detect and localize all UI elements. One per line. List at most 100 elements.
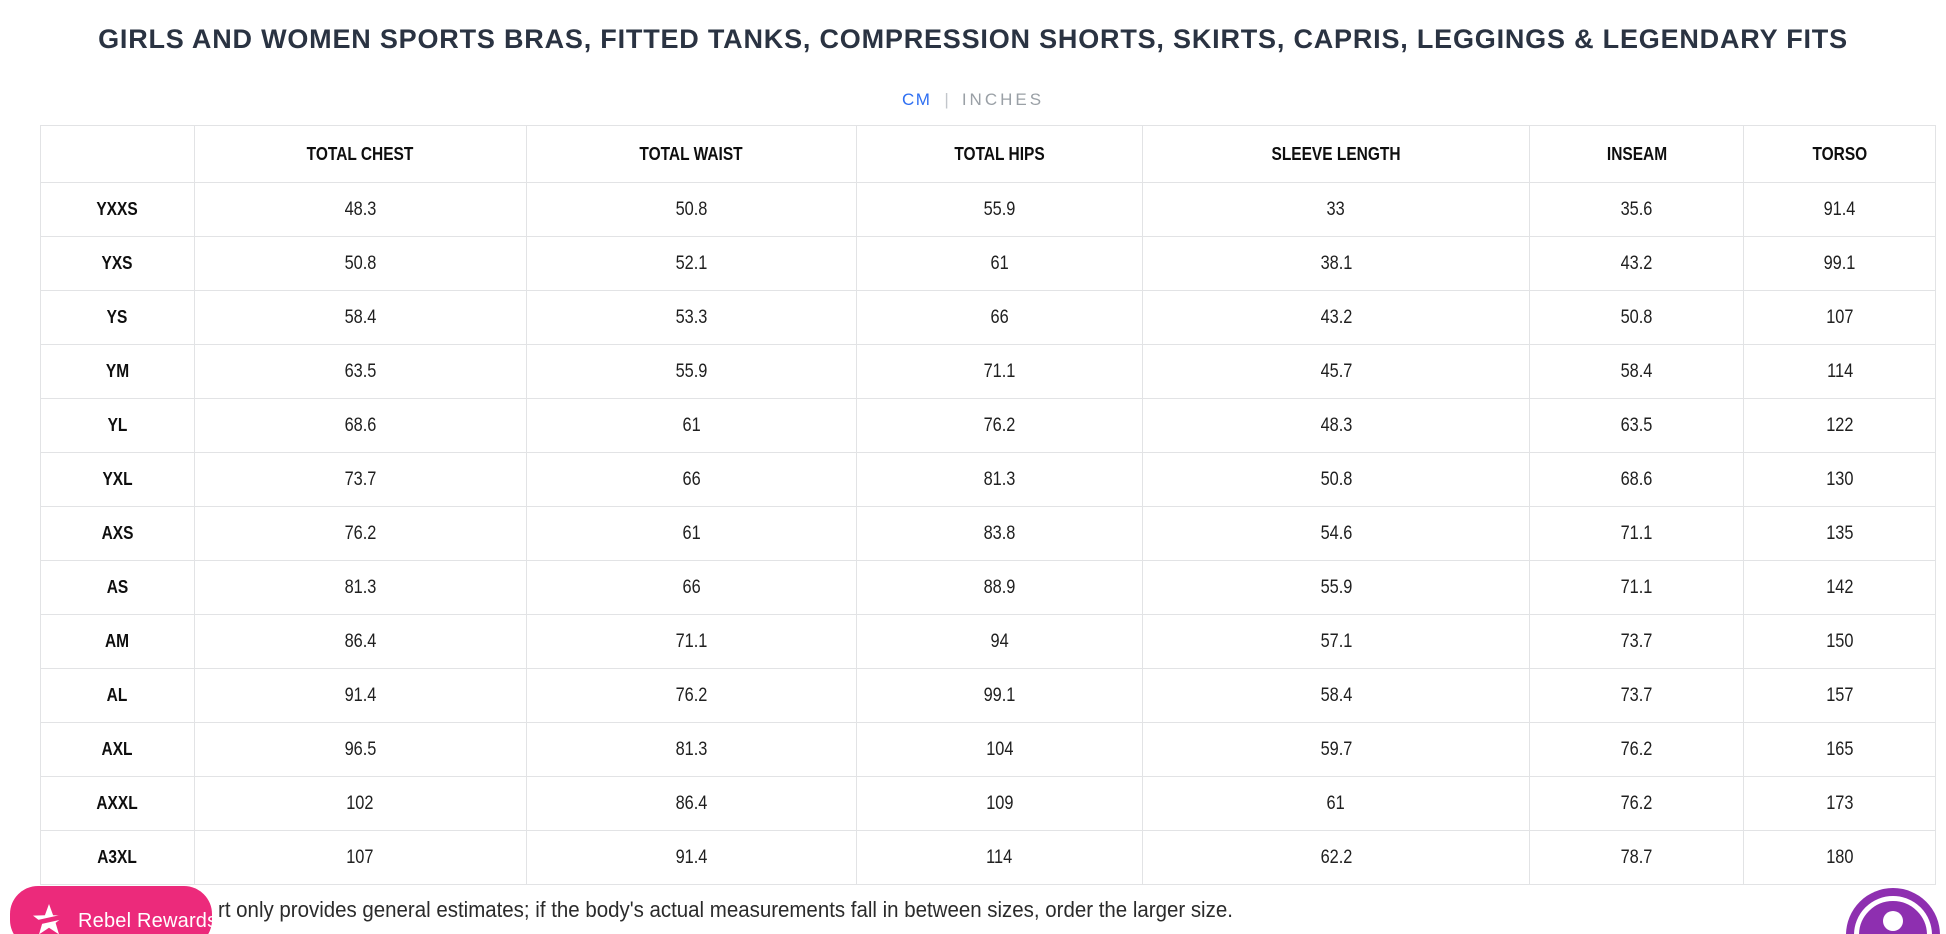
measurement-cell: 61 xyxy=(1142,776,1531,831)
page-title: GIRLS AND WOMEN SPORTS BRAS, FITTED TANK… xyxy=(98,24,1848,54)
measurement-cell: 165 xyxy=(1743,722,1936,777)
measurement-cell: 157 xyxy=(1743,668,1936,723)
table-row-ym: YM 63.5 55.9 71.1 45.7 58.4 114 xyxy=(40,344,1936,399)
measurement-cell: 55.9 xyxy=(525,344,857,399)
unit-toggle: CM | INCHES xyxy=(0,90,1946,110)
measurement-cell: 83.8 xyxy=(855,506,1144,561)
measurement-cell: 50.8 xyxy=(1142,452,1531,507)
measurement-cell: 52.1 xyxy=(525,236,857,291)
measurement-cell: 62.2 xyxy=(1142,830,1531,885)
measurement-cell: 102 xyxy=(193,776,527,831)
measurement-cell: 78.7 xyxy=(1529,830,1745,885)
measurement-cell: 45.7 xyxy=(1142,344,1531,399)
measurement-cell: 173 xyxy=(1743,776,1936,831)
size-label: YM xyxy=(40,344,195,399)
measurement-cell: 76.2 xyxy=(525,668,857,723)
size-chart-disclaimer: rt only provides general estimates; if t… xyxy=(218,897,1233,922)
table-row-axl: AXL 96.5 81.3 104 59.7 76.2 165 xyxy=(40,722,1936,777)
measurement-cell: 81.3 xyxy=(525,722,857,777)
measurement-cell: 81.3 xyxy=(855,452,1144,507)
accessibility-widget-button[interactable] xyxy=(1846,888,1940,934)
measurement-cell: 50.8 xyxy=(525,182,857,237)
measurement-cell: 114 xyxy=(1743,344,1936,399)
measurement-cell: 142 xyxy=(1743,560,1936,615)
measurement-cell: 99.1 xyxy=(1743,236,1936,291)
measurement-cell: 59.7 xyxy=(1142,722,1531,777)
unit-toggle-cm[interactable]: CM xyxy=(901,90,932,109)
table-row-yxxs: YXXS 48.3 50.8 55.9 33 35.6 91.4 xyxy=(40,182,1936,237)
measurement-cell: 33 xyxy=(1142,182,1531,237)
size-label: YXL xyxy=(40,452,195,507)
size-label: AS xyxy=(40,560,195,615)
measurement-cell: 86.4 xyxy=(525,776,857,831)
size-table-body: YXXS 48.3 50.8 55.9 33 35.6 91.4 YXS 50.8 52.1 61 3… xyxy=(40,182,1936,885)
measurement-cell: 76.2 xyxy=(855,398,1144,453)
measurement-cell: 81.3 xyxy=(193,560,527,615)
measurement-cell: 50.8 xyxy=(1529,290,1745,345)
measurement-cell: 54.6 xyxy=(1142,506,1531,561)
star-icon xyxy=(33,904,66,934)
measurement-cell: 63.5 xyxy=(1529,398,1745,453)
measurement-cell: 76.2 xyxy=(1529,776,1745,831)
measurement-cell: 88.9 xyxy=(855,560,1144,615)
measurement-cell: 109 xyxy=(855,776,1144,831)
measurement-cell: 53.3 xyxy=(525,290,857,345)
measurement-cell: 66 xyxy=(525,452,857,507)
column-header: INSEAM xyxy=(1529,125,1745,183)
column-header: TOTAL WAIST xyxy=(525,125,857,183)
size-chart-table: TOTAL CHEST TOTAL WAIST TOTAL HIPS SLEEVE L… xyxy=(40,125,1936,885)
rebel-rewards-button[interactable]: Rebel Rewards xyxy=(10,886,217,934)
size-label: YL xyxy=(40,398,195,453)
measurement-cell: 91.4 xyxy=(193,668,527,723)
measurement-cell: 68.6 xyxy=(1529,452,1745,507)
measurement-cell: 76.2 xyxy=(1529,722,1745,777)
measurement-cell: 61 xyxy=(855,236,1144,291)
measurement-cell: 122 xyxy=(1743,398,1936,453)
measurement-cell: 91.4 xyxy=(1743,182,1936,237)
measurement-cell: 48.3 xyxy=(1142,398,1531,453)
measurement-cell: 61 xyxy=(525,398,857,453)
table-row-yxl: YXL 73.7 66 81.3 50.8 68.6 130 xyxy=(40,452,1936,507)
size-label: AXS xyxy=(40,506,195,561)
measurement-cell: 58.4 xyxy=(1529,344,1745,399)
measurement-cell: 50.8 xyxy=(193,236,527,291)
column-header: SLEEVE LENGTH xyxy=(1142,125,1531,183)
size-label: A3XL xyxy=(40,830,195,885)
measurement-cell: 66 xyxy=(525,560,857,615)
table-row-as: AS 81.3 66 88.9 55.9 71.1 142 xyxy=(40,560,1936,615)
table-row-am: AM 86.4 71.1 94 57.1 73.7 150 xyxy=(40,614,1936,669)
column-header: TOTAL CHEST xyxy=(193,125,527,183)
measurement-cell: 71.1 xyxy=(525,614,857,669)
measurement-cell: 68.6 xyxy=(193,398,527,453)
size-label: AXL xyxy=(40,722,195,777)
measurement-cell: 94 xyxy=(855,614,1144,669)
measurement-cell: 135 xyxy=(1743,506,1936,561)
measurement-cell: 104 xyxy=(855,722,1144,777)
size-table-header: TOTAL CHEST TOTAL WAIST TOTAL HIPS SLEEVE L… xyxy=(40,125,1936,183)
measurement-cell: 38.1 xyxy=(1142,236,1531,291)
table-row-axs: AXS 76.2 61 83.8 54.6 71.1 135 xyxy=(40,506,1936,561)
size-label: AM xyxy=(40,614,195,669)
measurement-cell: 180 xyxy=(1743,830,1936,885)
measurement-cell: 107 xyxy=(193,830,527,885)
measurement-cell: 86.4 xyxy=(193,614,527,669)
table-row-al: AL 91.4 76.2 99.1 58.4 73.7 157 xyxy=(40,668,1936,723)
table-row-yl: YL 68.6 61 76.2 48.3 63.5 122 xyxy=(40,398,1936,453)
measurement-cell: 99.1 xyxy=(855,668,1144,723)
table-row-ys: YS 58.4 53.3 66 43.2 50.8 107 xyxy=(40,290,1936,345)
measurement-cell: 73.7 xyxy=(193,452,527,507)
unit-toggle-inches[interactable]: INCHES xyxy=(961,90,1045,109)
measurement-cell: 150 xyxy=(1743,614,1936,669)
column-header: TOTAL HIPS xyxy=(855,125,1144,183)
measurement-cell: 43.2 xyxy=(1529,236,1745,291)
measurement-cell: 73.7 xyxy=(1529,668,1745,723)
size-label: YXXS xyxy=(40,182,195,237)
table-row-a3xl: A3XL 107 91.4 114 62.2 78.7 180 xyxy=(40,830,1936,885)
measurement-cell: 71.1 xyxy=(1529,506,1745,561)
measurement-cell: 58.4 xyxy=(1142,668,1531,723)
column-header-blank xyxy=(40,125,195,183)
table-row-yxs: YXS 50.8 52.1 61 38.1 43.2 99.1 xyxy=(40,236,1936,291)
table-header-row: TOTAL CHEST TOTAL WAIST TOTAL HIPS SLEEVE L… xyxy=(40,125,1936,183)
measurement-cell: 96.5 xyxy=(193,722,527,777)
